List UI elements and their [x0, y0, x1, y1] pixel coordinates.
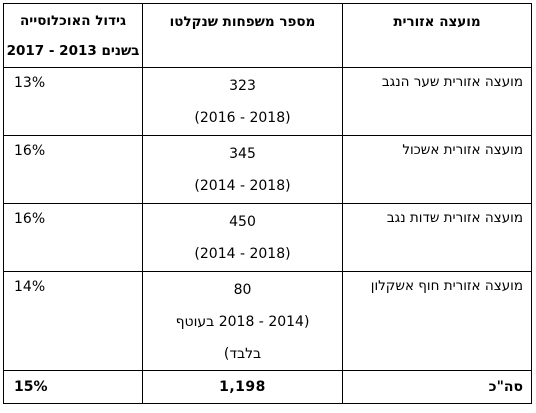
- total-row: סה"כ 1,198 15%: [3, 370, 532, 404]
- families-period: (2018 - 2016): [194, 110, 291, 126]
- table-row: מועצה אזורית שדות נגב 450 (2018 - 2014) …: [3, 203, 532, 272]
- region-name: מועצה אזורית אשכול: [342, 135, 532, 204]
- header-region: מועצה אזורית: [342, 3, 532, 68]
- families-count: 450 (2018 - 2014): [142, 203, 343, 272]
- table-header-row: מועצה אזורית מספר משפחות שנקלטו גידול הא…: [3, 3, 532, 68]
- total-families: 1,198: [142, 370, 343, 404]
- header-families: מספר משפחות שנקלטו: [142, 3, 343, 68]
- table-row: מועצה אזורית שער הנגב 323 (2018 - 2016) …: [3, 67, 532, 136]
- growth-value: 13%: [3, 67, 143, 136]
- families-count: 345 (2018 - 2014): [142, 135, 343, 204]
- header-growth: גידול האוכלוסייה בשנים 2013 - 2017: [3, 3, 143, 68]
- families-value: 323: [229, 78, 256, 94]
- header-growth-line2: בשנים 2013 - 2017: [6, 43, 140, 59]
- total-growth: 15%: [3, 370, 143, 404]
- families-period: (2014 - 2018 בעוטף: [175, 314, 310, 330]
- families-growth-table: מועצה אזורית מספר משפחות שנקלטו גידול הא…: [3, 3, 532, 404]
- region-name: מועצה אזורית חוף אשקלון: [342, 271, 532, 371]
- growth-value: 16%: [3, 203, 143, 272]
- region-name: מועצה אזורית שער הנגב: [342, 67, 532, 136]
- families-value: 345: [229, 146, 256, 162]
- families-value: 80: [233, 282, 252, 298]
- header-growth-line1: גידול האוכלוסייה: [19, 13, 127, 29]
- region-name: מועצה אזורית שדות נגב: [342, 203, 532, 272]
- families-count: 323 (2018 - 2016): [142, 67, 343, 136]
- families-value: 450: [229, 214, 256, 230]
- families-count: 80 (2014 - 2018 בעוטף בלבד): [142, 271, 343, 371]
- table-row: מועצה אזורית חוף אשקלון 80 (2014 - 2018 …: [3, 271, 532, 371]
- families-period: (2018 - 2014): [194, 178, 291, 194]
- total-label: סה"כ: [342, 370, 532, 404]
- families-period: (2018 - 2014): [194, 246, 291, 262]
- table-row: מועצה אזורית אשכול 345 (2018 - 2014) 16%: [3, 135, 532, 204]
- growth-value: 14%: [3, 271, 143, 371]
- growth-value: 16%: [3, 135, 143, 204]
- families-period-note: בלבד): [223, 346, 262, 362]
